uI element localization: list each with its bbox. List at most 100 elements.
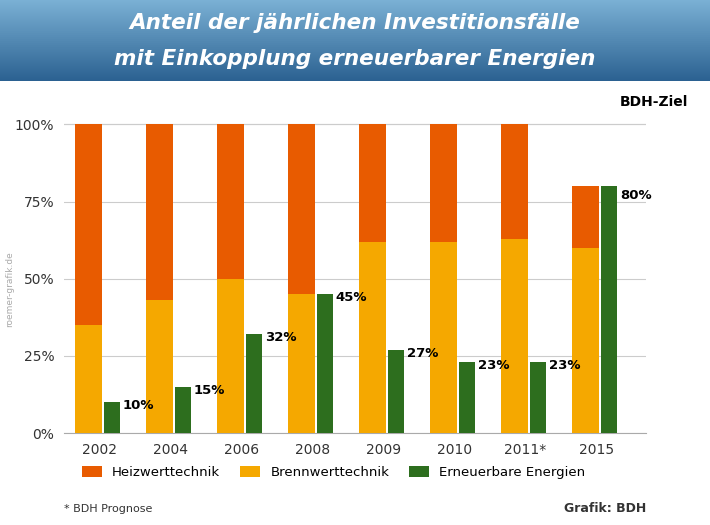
- Bar: [572, 186, 599, 248]
- Bar: [0, 21, 710, 22]
- Bar: [0, 8, 710, 9]
- Bar: [0, 13, 710, 14]
- Bar: [0, 48, 710, 49]
- Bar: [0, 11, 710, 12]
- Bar: [146, 300, 173, 433]
- Text: 45%: 45%: [336, 291, 367, 304]
- Bar: [388, 350, 404, 433]
- Bar: [0, 76, 710, 77]
- Bar: [0, 31, 710, 32]
- Bar: [0, 58, 710, 59]
- Bar: [0, 69, 710, 70]
- Bar: [0, 6, 710, 7]
- Bar: [0, 64, 710, 65]
- Text: * BDH Prognose: * BDH Prognose: [64, 504, 152, 514]
- Bar: [0, 53, 710, 54]
- Bar: [0, 65, 710, 66]
- Bar: [0, 72, 710, 74]
- Text: roemer-grafik.de: roemer-grafik.de: [5, 251, 13, 327]
- Bar: [601, 186, 617, 433]
- Bar: [104, 402, 120, 433]
- Bar: [0, 1, 710, 2]
- Bar: [0, 4, 710, 5]
- Bar: [0, 26, 710, 27]
- Bar: [0, 10, 710, 11]
- Bar: [0, 44, 710, 45]
- Bar: [0, 16, 710, 17]
- Text: mit Einkopplung erneuerbarer Energien: mit Einkopplung erneuerbarer Energien: [114, 49, 596, 69]
- Bar: [0, 77, 710, 78]
- Bar: [75, 124, 102, 325]
- Bar: [0, 51, 710, 52]
- Bar: [0, 79, 710, 80]
- Bar: [430, 242, 457, 433]
- Text: 80%: 80%: [620, 190, 652, 202]
- Bar: [0, 0, 710, 1]
- Bar: [530, 362, 546, 433]
- Bar: [0, 41, 710, 42]
- Bar: [459, 362, 475, 433]
- Bar: [288, 124, 315, 294]
- Bar: [359, 124, 386, 242]
- Bar: [0, 49, 710, 50]
- Bar: [0, 37, 710, 38]
- Bar: [0, 24, 710, 25]
- Bar: [0, 30, 710, 31]
- Bar: [317, 294, 333, 433]
- Text: 23%: 23%: [478, 359, 509, 372]
- Bar: [0, 47, 710, 48]
- Bar: [0, 74, 710, 75]
- Bar: [0, 38, 710, 39]
- Bar: [0, 75, 710, 76]
- Text: 32%: 32%: [265, 331, 296, 344]
- Bar: [0, 40, 710, 41]
- Bar: [0, 42, 710, 43]
- Legend: Heizwerttechnik, Brennwerttechnik, Erneuerbare Energien: Heizwerttechnik, Brennwerttechnik, Erneu…: [77, 460, 591, 484]
- Bar: [0, 57, 710, 58]
- Bar: [0, 20, 710, 21]
- Bar: [0, 60, 710, 61]
- Bar: [0, 27, 710, 28]
- Bar: [146, 124, 173, 300]
- Bar: [0, 24, 710, 25]
- Bar: [0, 52, 710, 53]
- Bar: [0, 67, 710, 68]
- Bar: [0, 54, 710, 55]
- Text: BDH-Ziel: BDH-Ziel: [620, 95, 688, 109]
- Bar: [0, 7, 710, 8]
- Bar: [0, 23, 710, 24]
- Bar: [0, 71, 710, 72]
- Bar: [0, 62, 710, 63]
- Text: 23%: 23%: [549, 359, 580, 372]
- Bar: [0, 5, 710, 6]
- Bar: [0, 25, 710, 26]
- Bar: [0, 9, 710, 10]
- Bar: [0, 36, 710, 37]
- Bar: [75, 325, 102, 433]
- Bar: [0, 14, 710, 15]
- Bar: [0, 46, 710, 47]
- Bar: [0, 68, 710, 69]
- Bar: [0, 12, 710, 13]
- Bar: [501, 239, 528, 433]
- Bar: [0, 55, 710, 56]
- Bar: [359, 242, 386, 433]
- Bar: [0, 66, 710, 67]
- Bar: [0, 19, 710, 20]
- Bar: [0, 39, 710, 40]
- Bar: [0, 18, 710, 19]
- Bar: [0, 73, 710, 74]
- Bar: [0, 45, 710, 46]
- Bar: [0, 29, 710, 30]
- Bar: [288, 294, 315, 433]
- Bar: [0, 63, 710, 64]
- Bar: [217, 124, 244, 279]
- Bar: [0, 78, 710, 79]
- Bar: [0, 35, 710, 36]
- Bar: [0, 70, 710, 71]
- Bar: [0, 80, 710, 81]
- Bar: [0, 2, 710, 3]
- Bar: [0, 15, 710, 16]
- Bar: [0, 43, 710, 44]
- Bar: [0, 22, 710, 23]
